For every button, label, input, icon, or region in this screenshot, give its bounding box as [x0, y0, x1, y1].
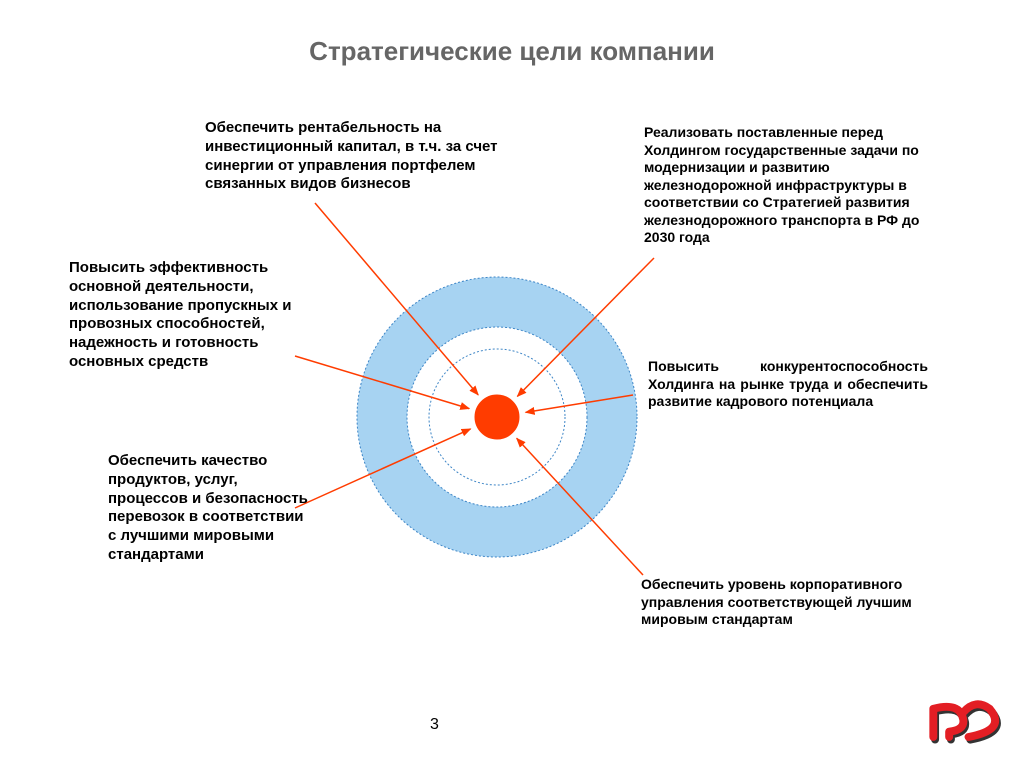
goal-mid-left: Повысить эффективность основной деятельн…	[69, 259, 304, 372]
goal-mid-right: Повысить конкурентоспособность Холдинга …	[648, 358, 928, 411]
rzd-logo	[920, 700, 1010, 744]
goal-bottom-right: Обеспечить уровень корпоративного управл…	[641, 576, 941, 629]
page-title: Стратегические цели компании	[0, 36, 1024, 67]
page-number: 3	[430, 716, 439, 734]
goal-top-right: Реализовать поставленные перед Холдингом…	[644, 124, 934, 247]
diagram-rings	[357, 277, 637, 557]
rzd-logo-icon	[920, 700, 1010, 744]
diagram-center-dot	[472, 392, 522, 442]
goal-top-left: Обеспечить рентабельность на инвестицион…	[205, 119, 535, 194]
goal-bottom-left: Обеспечить качество продуктов, услуг, пр…	[108, 452, 308, 565]
diagram-arrows	[295, 203, 654, 575]
